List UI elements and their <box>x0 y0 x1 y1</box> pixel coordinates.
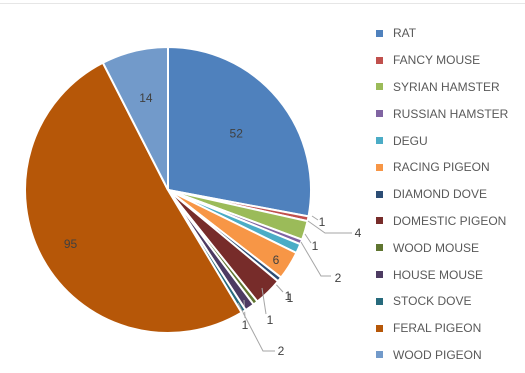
legend-swatch <box>376 324 383 332</box>
data-label-domestic-pigeon: 1 <box>267 313 274 327</box>
data-label-rat: 52 <box>230 126 244 140</box>
data-label-russian-hamster: 1 <box>312 239 319 253</box>
legend-item-house-mouse: HOUSE MOUSE <box>376 261 508 288</box>
legend-item-diamond-dove: DIAMOND DOVE <box>376 181 508 208</box>
legend-item-feral-pigeon: FERAL PIGEON <box>376 315 508 342</box>
legend-swatch <box>376 297 383 305</box>
legend-swatch <box>376 137 383 145</box>
data-label-diamond-dove: 1 <box>285 289 292 303</box>
legend-label: FANCY MOUSE <box>393 53 481 68</box>
legend-item-degu: DEGU <box>376 127 508 154</box>
legend-swatch <box>376 217 383 225</box>
legend-swatch <box>376 29 383 37</box>
legend-swatch <box>376 56 383 64</box>
legend-label: STOCK DOVE <box>393 294 472 309</box>
legend-item-racing-pigeon: RACING PIGEON <box>376 154 508 181</box>
data-label-racing-pigeon: 6 <box>273 253 280 267</box>
legend-item-syrian-hamster: SYRIAN HAMSTER <box>376 74 508 101</box>
legend-item-russian-hamster: RUSSIAN HAMSTER <box>376 100 508 127</box>
legend-swatch <box>376 190 383 198</box>
legend-label: WOOD MOUSE <box>393 240 479 255</box>
leader-line-degu <box>300 241 331 277</box>
legend-swatch <box>376 244 383 252</box>
legend-label: SYRIAN HAMSTER <box>393 79 500 94</box>
leader-line-russian-hamster <box>304 233 312 244</box>
leader-line-fancy-mouse <box>311 215 319 221</box>
legend-label: DIAMOND DOVE <box>393 187 488 202</box>
legend-label: HOUSE MOUSE <box>393 267 484 282</box>
legend-label: DEGU <box>393 133 428 148</box>
data-label-wood-pigeon: 14 <box>139 91 153 105</box>
legend-swatch <box>376 110 383 118</box>
legend-label: RAT <box>393 26 417 41</box>
legend-label: DOMESTIC PIGEON <box>393 213 507 228</box>
leader-line-domestic-pigeon <box>261 287 267 315</box>
legend-swatch <box>376 351 383 359</box>
legend-swatch <box>376 271 383 279</box>
legend-item-domestic-pigeon: DOMESTIC PIGEON <box>376 208 508 235</box>
legend-item-wood-pigeon: WOOD PIGEON <box>376 342 508 369</box>
top-divider <box>0 3 525 4</box>
data-label-degu: 2 <box>335 271 342 285</box>
legend-item-rat: RAT <box>376 20 508 47</box>
legend-item-stock-dove: STOCK DOVE <box>376 288 508 315</box>
data-label-fancy-mouse: 1 <box>319 215 326 229</box>
legend-label: FERAL PIGEON <box>393 321 482 336</box>
pie-slice-wood-pigeon <box>101 45 169 191</box>
data-label-house-mouse: 1 <box>242 318 249 332</box>
legend-swatch <box>376 83 383 91</box>
leader-line-syrian-hamster <box>307 220 352 234</box>
legend-swatch <box>376 163 383 171</box>
legend-label: RACING PIGEON <box>393 160 490 175</box>
pie-slice-feral-pigeon <box>24 61 243 334</box>
data-label-stock-dove: 2 <box>278 344 285 358</box>
data-label-feral-pigeon: 95 <box>64 237 78 251</box>
legend: RAT FANCY MOUSE SYRIAN HAMSTER RUSSIAN HAMS… <box>376 20 508 368</box>
leader-line-stock-dove <box>237 302 275 352</box>
legend-label: RUSSIAN HAMSTER <box>393 106 509 121</box>
legend-item-fancy-mouse: FANCY MOUSE <box>376 47 508 74</box>
data-label-syrian-hamster: 4 <box>355 226 362 240</box>
data-label-wood-mouse: 1 <box>287 291 294 305</box>
pie-slice-rat <box>167 45 312 218</box>
legend-item-wood-mouse: WOOD MOUSE <box>376 234 508 261</box>
legend-label: WOOD PIGEON <box>393 347 482 362</box>
